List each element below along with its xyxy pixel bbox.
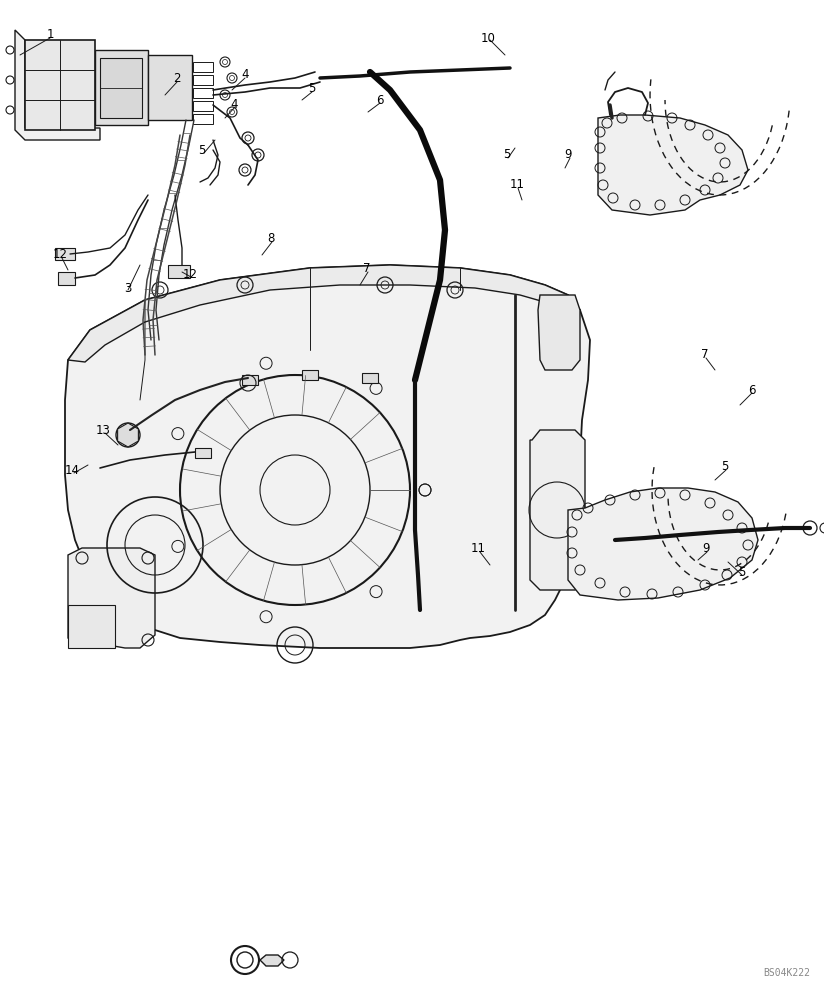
- Polygon shape: [148, 55, 192, 120]
- Polygon shape: [568, 488, 758, 600]
- Polygon shape: [58, 272, 75, 285]
- Polygon shape: [68, 265, 580, 362]
- Text: 5: 5: [199, 143, 206, 156]
- Text: 3: 3: [124, 282, 132, 294]
- Polygon shape: [168, 265, 190, 278]
- Bar: [195, 448, 211, 458]
- Text: 11: 11: [471, 542, 485, 554]
- Text: 4: 4: [230, 98, 238, 110]
- Text: 5: 5: [308, 82, 316, 95]
- Bar: [193, 101, 213, 111]
- Text: 11: 11: [509, 178, 525, 192]
- Polygon shape: [25, 40, 95, 130]
- Bar: [193, 62, 213, 72]
- Text: BS04K222: BS04K222: [763, 968, 810, 978]
- Bar: [193, 88, 213, 98]
- Text: 7: 7: [701, 349, 709, 361]
- Text: 12: 12: [53, 248, 68, 261]
- Bar: [302, 370, 318, 380]
- Text: 8: 8: [267, 232, 274, 244]
- Text: 4: 4: [241, 68, 249, 82]
- Text: 2: 2: [173, 72, 180, 85]
- Polygon shape: [100, 58, 142, 118]
- Text: 6: 6: [377, 94, 384, 106]
- Polygon shape: [65, 265, 590, 648]
- Polygon shape: [538, 295, 580, 370]
- Text: 5: 5: [738, 566, 746, 578]
- Polygon shape: [55, 248, 75, 260]
- Text: 5: 5: [503, 148, 511, 161]
- Polygon shape: [68, 605, 115, 648]
- Text: 5: 5: [721, 460, 728, 474]
- Text: 7: 7: [363, 261, 371, 274]
- Polygon shape: [598, 115, 748, 215]
- Polygon shape: [260, 955, 284, 966]
- Polygon shape: [15, 30, 100, 140]
- Bar: [362, 373, 378, 383]
- Text: 1: 1: [46, 28, 54, 41]
- Polygon shape: [530, 430, 585, 590]
- Text: 9: 9: [564, 148, 572, 161]
- Bar: [193, 114, 213, 124]
- Polygon shape: [68, 548, 155, 648]
- Text: 9: 9: [702, 542, 709, 554]
- Text: 6: 6: [748, 383, 756, 396]
- Text: 12: 12: [182, 267, 198, 280]
- Polygon shape: [118, 423, 138, 447]
- Polygon shape: [95, 50, 148, 125]
- Bar: [242, 375, 258, 385]
- Text: 14: 14: [64, 464, 79, 477]
- Text: 10: 10: [480, 31, 495, 44]
- Text: 13: 13: [96, 424, 110, 436]
- Bar: [193, 75, 213, 85]
